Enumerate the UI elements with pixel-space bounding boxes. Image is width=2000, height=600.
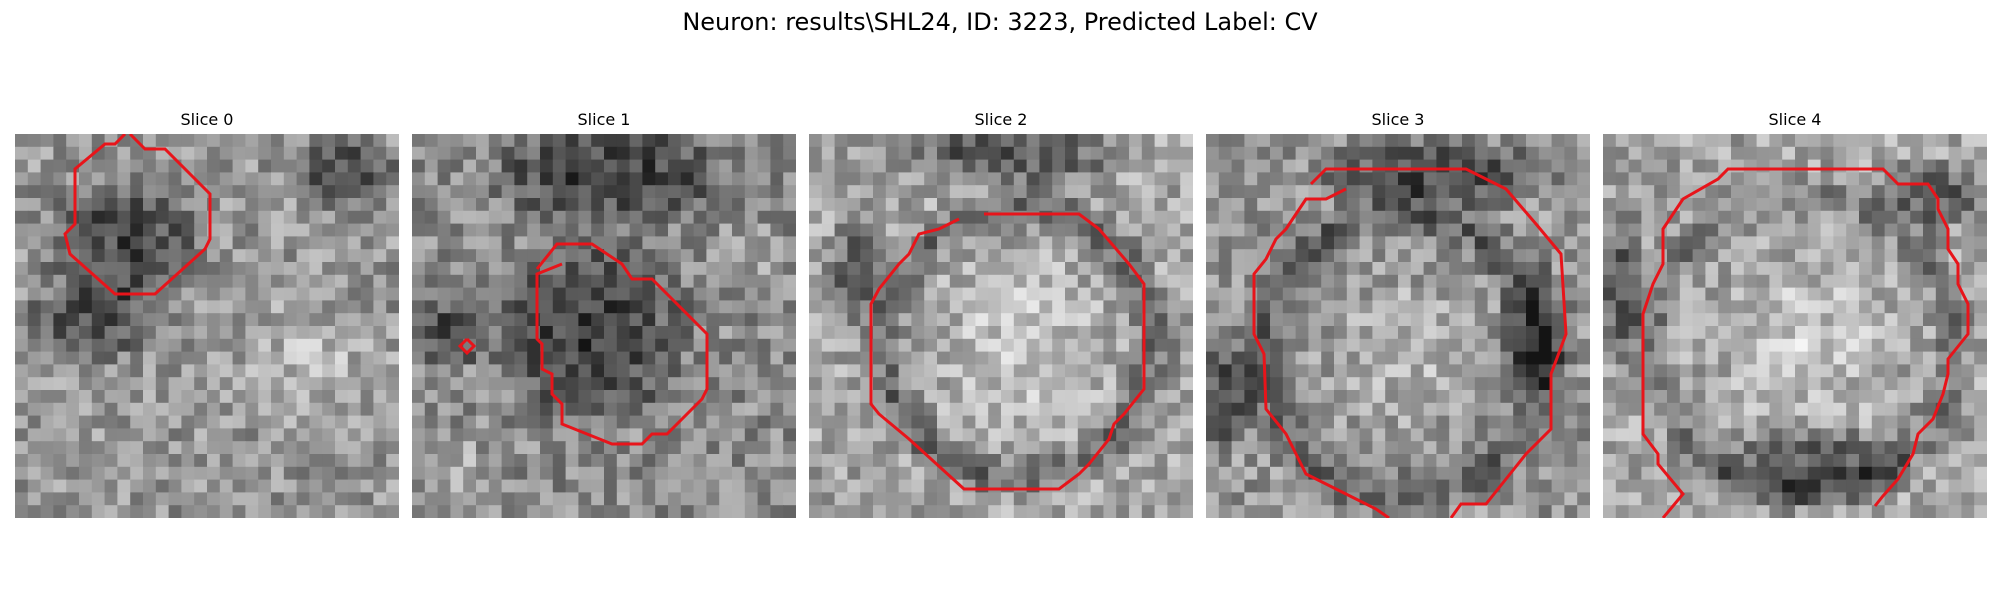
pixel-grid [15,134,399,518]
segmentation-contour [63,134,212,296]
slice-image [809,134,1193,518]
slice-title: Slice 0 [180,110,234,129]
slice-title: Slice 3 [1371,110,1425,129]
slice-image [412,134,796,518]
slice-title: Slice 1 [577,110,631,129]
pixel-grid [412,134,796,518]
segmentation-contour [535,242,709,446]
figure-title: Neuron: results\SHL24, ID: 3223, Predict… [682,8,1318,36]
segmentation-contour [457,337,477,356]
slice-title: Slice 4 [1768,110,1822,129]
segmentation-contour [869,212,1146,491]
segmentation-contour [1252,187,1390,518]
pixel-grid [1206,134,1590,518]
slice-image [1603,134,1987,518]
segmentation-contour [1309,167,1568,518]
slice-title: Slice 2 [974,110,1028,129]
segmentation-contour [1641,167,1970,518]
pixel-grid [1603,134,1987,518]
slice-image [15,134,399,518]
pixel-grid [809,134,1193,518]
slice-image [1206,134,1590,518]
